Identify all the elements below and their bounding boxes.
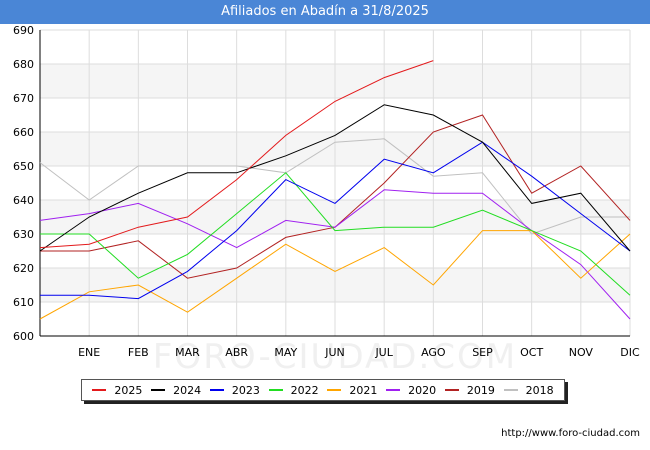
x-tick-label: SEP: [472, 346, 493, 359]
y-tick-label: 620: [13, 262, 34, 275]
legend-item-2018: 2018: [503, 383, 554, 397]
x-axis-tick-labels: ENE FEB MAR ABR MAY JUN JUL AGO SEP OCT NOV DIC: [78, 346, 640, 359]
series-line-2023: [40, 141, 631, 300]
legend-item-2025: 2025: [92, 384, 142, 397]
y-tick-label: 630: [13, 228, 34, 241]
legend-item-2023: 2023: [209, 383, 260, 397]
series-line-2018: [39, 138, 630, 235]
legend-swatch: [327, 389, 342, 391]
legend-swatch: [444, 389, 459, 391]
y-tick-label: 690: [13, 24, 34, 37]
legend-label: 2020: [408, 383, 437, 397]
x-tick-label: JUN: [324, 346, 345, 359]
source-link[interactable]: http://www.foro-ciudad.com: [501, 428, 640, 439]
y-tick-label: 680: [13, 58, 34, 71]
legend-label: 2021: [349, 383, 378, 397]
legend-item-2020: 2020: [386, 384, 436, 397]
x-tick-label: MAY: [274, 346, 297, 359]
x-tick-label: ENE: [78, 346, 100, 359]
x-tick-label: NOV: [569, 346, 594, 359]
legend: 2025 2024 2023 2022 2021 2020 2019 2018: [81, 379, 565, 401]
y-tick-label: 610: [13, 296, 34, 309]
x-tick-label: JUL: [374, 346, 393, 359]
legend-label: 2018: [525, 383, 554, 397]
series-lines: [39, 60, 631, 320]
x-tick-label: FEB: [128, 346, 149, 359]
legend-swatch: [503, 389, 518, 391]
legend-item-2021: 2021: [327, 384, 377, 397]
legend-swatch: [92, 389, 107, 391]
legend-swatch: [386, 389, 401, 391]
series-line-2024: [39, 104, 631, 252]
x-tick-label: ABR: [225, 346, 248, 359]
y-tick-label: 650: [13, 160, 34, 173]
x-tick-label: AGO: [421, 346, 446, 359]
legend-swatch: [268, 389, 283, 391]
legend-label: 2022: [290, 383, 319, 397]
legend-swatch: [151, 389, 166, 391]
legend-item-2022: 2022: [268, 383, 319, 397]
legend-item-2024: 2024: [151, 384, 201, 397]
legend-label: 2024: [173, 383, 202, 397]
legend-item-2019: 2019: [444, 383, 495, 397]
series-line-2025: [39, 60, 434, 249]
watermark: FORO-CIUDAD.COM: [153, 337, 517, 377]
chart-title: Afiliados en Abadín a 31/8/2025: [0, 0, 650, 24]
y-tick-label: 670: [13, 92, 34, 105]
x-tick-label: OCT: [520, 346, 543, 359]
series-line-2022: [40, 172, 631, 296]
axes: [39, 30, 630, 337]
legend-swatch: [209, 389, 224, 391]
y-tick-label: 640: [13, 194, 34, 207]
legend-label: 2025: [114, 383, 143, 397]
y-axis-tick-labels: 600 610 620 630 640 650 660 670 680 690: [13, 24, 34, 343]
legend-label: 2019: [466, 383, 495, 397]
y-tick-label: 660: [13, 126, 34, 139]
x-tick-label: MAR: [175, 346, 200, 359]
x-tick-label: DIC: [620, 346, 640, 359]
y-tick-label: 600: [13, 330, 34, 343]
legend-label: 2023: [231, 383, 260, 397]
